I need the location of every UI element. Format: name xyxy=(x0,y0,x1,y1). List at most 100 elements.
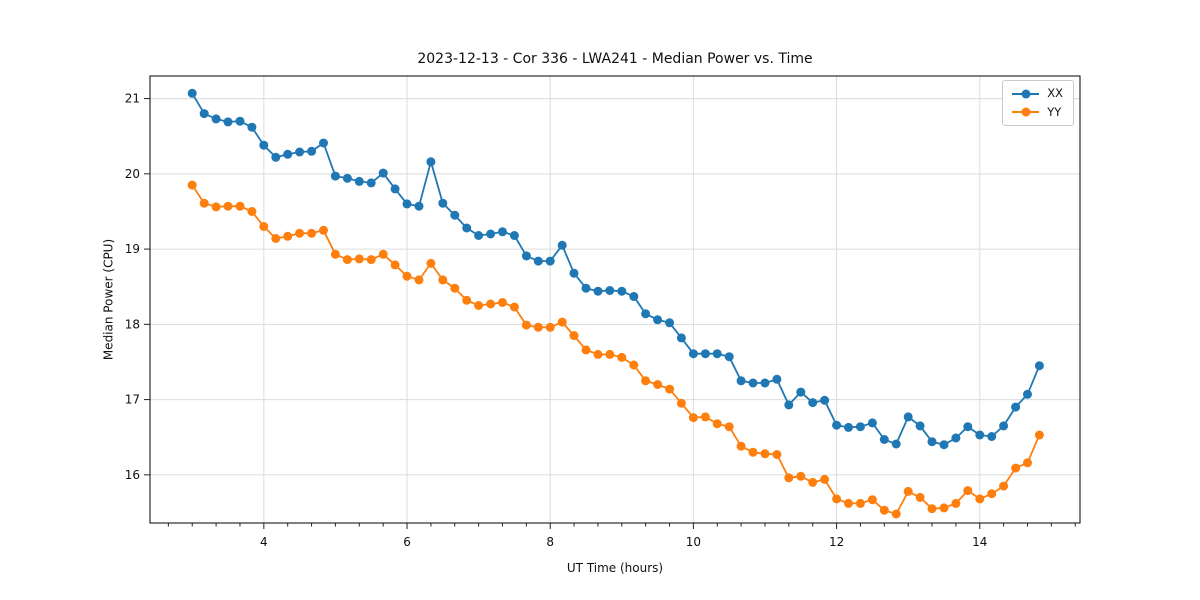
legend: XX YY xyxy=(1002,80,1074,126)
data-point-marker xyxy=(366,255,376,265)
data-point-marker xyxy=(593,349,603,359)
data-point-marker xyxy=(211,202,221,212)
y-tick-label: 18 xyxy=(125,317,140,331)
data-point-marker xyxy=(366,178,376,188)
data-point-marker xyxy=(736,376,746,386)
data-point-marker xyxy=(295,147,305,157)
chart-title: 2023-12-13 - Cor 336 - LWA241 - Median P… xyxy=(417,51,813,67)
data-point-marker xyxy=(330,171,340,181)
data-point-marker xyxy=(939,440,949,450)
data-point-marker xyxy=(951,433,961,443)
data-point-marker xyxy=(330,249,340,259)
data-point-marker xyxy=(832,494,842,504)
tick-labels-layer: 4 6 8 10 12 14 16 17 18 19 20 21 xyxy=(125,92,988,549)
data-point-marker xyxy=(724,422,734,432)
data-point-marker xyxy=(450,210,460,220)
data-point-marker xyxy=(844,498,853,508)
data-point-marker xyxy=(641,376,651,386)
data-point-marker xyxy=(199,198,209,208)
series-xx-line-icon xyxy=(1012,89,1040,99)
data-point-marker xyxy=(855,498,865,508)
data-point-marker xyxy=(724,352,734,362)
y-axis-label: Median Power (CPU) xyxy=(101,238,116,361)
data-point-marker xyxy=(867,495,877,505)
data-point-marker xyxy=(676,333,686,343)
x-tick-label: 14 xyxy=(972,535,987,549)
data-point-marker xyxy=(987,489,997,499)
data-point-marker xyxy=(629,360,639,370)
data-point-marker xyxy=(963,422,973,432)
data-point-marker xyxy=(509,231,519,240)
data-point-marker xyxy=(879,505,889,515)
data-point-marker xyxy=(1034,430,1044,440)
data-point-marker xyxy=(545,322,555,332)
data-point-marker xyxy=(307,146,317,156)
data-point-marker xyxy=(796,387,806,397)
data-point-marker xyxy=(879,435,889,444)
data-point-marker xyxy=(688,349,698,359)
data-point-marker xyxy=(307,228,317,238)
data-point-marker xyxy=(748,378,758,388)
data-point-marker xyxy=(832,420,842,430)
data-point-marker xyxy=(772,374,782,384)
data-point-marker xyxy=(593,286,603,296)
data-point-marker xyxy=(653,315,663,325)
data-point-marker xyxy=(748,447,758,457)
data-point-marker xyxy=(235,116,245,126)
data-point-marker xyxy=(963,486,973,496)
grid-layer xyxy=(150,76,1080,523)
legend-label-xx: XX xyxy=(1047,86,1063,100)
data-point-marker xyxy=(700,349,710,359)
data-point-marker xyxy=(915,492,925,502)
data-point-marker xyxy=(271,152,281,162)
y-tick-label: 21 xyxy=(125,92,140,106)
data-point-marker xyxy=(474,231,484,240)
data-point-marker xyxy=(295,228,305,238)
data-point-marker xyxy=(629,292,639,301)
data-point-marker xyxy=(342,173,352,183)
data-point-marker xyxy=(927,504,937,514)
x-tick-label: 8 xyxy=(546,535,554,549)
data-point-marker xyxy=(999,481,1009,491)
data-point-marker xyxy=(498,298,507,307)
data-point-marker xyxy=(617,352,627,362)
data-point-marker xyxy=(665,318,675,328)
data-point-marker xyxy=(760,449,770,459)
data-point-marker xyxy=(1034,361,1044,371)
data-point-marker xyxy=(569,268,579,278)
data-point-marker xyxy=(951,498,961,508)
data-point-marker xyxy=(426,258,436,268)
data-point-marker xyxy=(187,88,197,98)
y-tick-label: 16 xyxy=(125,468,140,482)
data-point-marker xyxy=(533,256,543,266)
data-point-marker xyxy=(796,471,806,481)
data-point-marker xyxy=(402,199,412,209)
data-point-marker xyxy=(486,299,496,309)
data-point-marker xyxy=(450,283,460,293)
data-point-marker xyxy=(605,349,615,359)
data-point-marker xyxy=(426,157,436,167)
series-yy xyxy=(187,180,1044,519)
series-yy-line xyxy=(191,184,1041,515)
data-point-marker xyxy=(223,117,233,127)
data-point-marker xyxy=(283,149,293,159)
data-point-marker xyxy=(390,260,400,270)
data-point-marker xyxy=(700,412,710,422)
data-point-marker xyxy=(784,400,794,410)
data-point-marker xyxy=(891,509,901,519)
data-point-marker xyxy=(414,201,424,211)
data-point-marker xyxy=(808,398,818,408)
data-point-marker xyxy=(247,207,257,216)
data-point-marker xyxy=(223,201,233,211)
data-point-marker xyxy=(390,184,400,194)
x-tick-label: 12 xyxy=(829,535,844,549)
x-tick-label: 6 xyxy=(403,535,411,549)
series-xx xyxy=(187,88,1044,450)
series-xx-line xyxy=(191,92,1041,446)
data-point-marker xyxy=(557,317,567,327)
data-point-marker xyxy=(844,422,853,432)
data-point-marker xyxy=(641,309,651,319)
data-point-marker xyxy=(211,114,221,124)
data-point-marker xyxy=(903,486,913,496)
